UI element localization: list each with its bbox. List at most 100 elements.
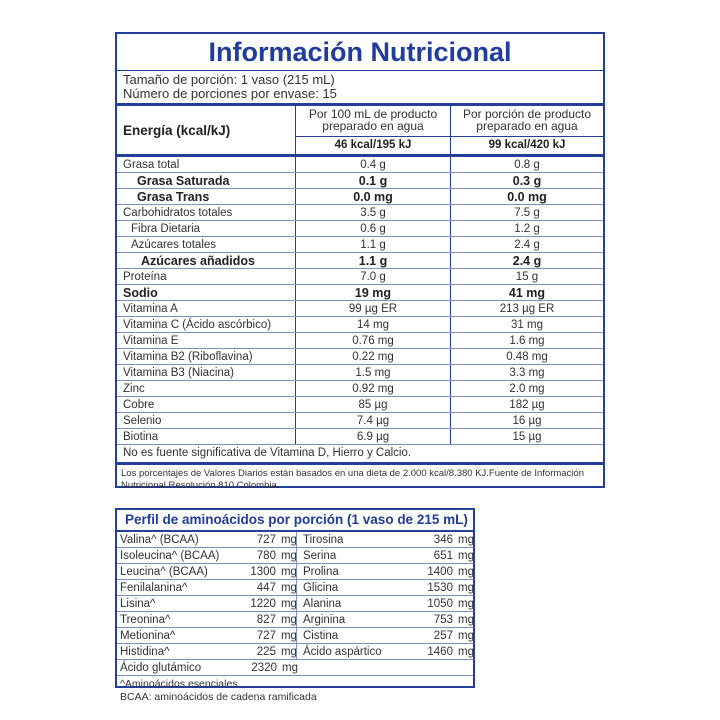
per-serving: 2.4 g — [450, 237, 603, 252]
amino-name: Glicina — [295, 580, 413, 595]
energy-value: 46 kcal/195 kJ — [334, 139, 412, 151]
per-100ml: 6.9 µg — [295, 429, 450, 444]
amino-name: Valina^ (BCAA) — [120, 534, 199, 546]
amino-value: 1050 — [427, 598, 453, 610]
energy-label: Energía (kcal/kJ) — [123, 122, 231, 138]
amino-unit: mg — [457, 566, 474, 578]
amino-name: Cistina — [295, 628, 413, 643]
per-serving: 2.0 mg — [450, 381, 603, 396]
nutrient-name: Proteína — [123, 271, 167, 283]
nutrient-row: Grasa Saturada 0.1 g 0.3 g — [117, 173, 603, 189]
amino-value: 1460 — [427, 646, 453, 658]
amino-row: Histidina^ 225 mg Ácido aspártico 1460 mg — [117, 644, 474, 660]
per-100ml: 0.76 mg — [295, 333, 450, 348]
energy-header: Energía (kcal/kJ) Por 100 mL de producto… — [117, 106, 603, 157]
amino-value: 1300 — [250, 566, 276, 578]
amino-unit: mg — [280, 582, 297, 594]
per-serving: 0.3 g — [450, 173, 603, 188]
per-100ml: 1.1 g — [295, 237, 450, 252]
amino-value: 447 — [256, 582, 276, 594]
amino-value: 727 — [256, 630, 276, 642]
title: Información Nutricional — [117, 34, 603, 71]
energy-value: 99 kcal/420 kJ — [488, 139, 566, 151]
nutrient-row: Biotina 6.9 µg 15 µg — [117, 429, 603, 445]
nutrient-name: Azúcares totales — [131, 239, 217, 251]
nutrient-name: Sodio — [123, 286, 158, 300]
per-100ml: 0.4 g — [295, 157, 450, 172]
per-100ml: 3.5 g — [295, 205, 450, 220]
amino-name: Histidina^ — [120, 646, 170, 658]
amino-unit: mg — [280, 534, 297, 546]
per-100ml: 19 mg — [295, 285, 450, 300]
nutrient-name: Azúcares añadidos — [141, 254, 255, 268]
amino-name: Metionina^ — [120, 630, 176, 642]
amino-notes: ^Aminoácidos esenciales BCAA: aminoácido… — [117, 676, 473, 706]
nutrient-name: Vitamina E — [123, 335, 179, 347]
amino-note: BCAA: aminoácidos de cadena ramificada — [120, 691, 317, 703]
amino-value: 225 — [256, 646, 276, 658]
serving-info: Tamaño de porción: 1 vaso (215 mL) Númer… — [117, 71, 603, 106]
amino-value: 1400 — [427, 566, 453, 578]
per-100ml: 0.92 mg — [295, 381, 450, 396]
per-100ml: 7.4 µg — [295, 413, 450, 428]
amino-unit: mg — [457, 630, 474, 642]
nutrient-row: Zinc 0.92 mg 2.0 mg — [117, 381, 603, 397]
nutrient-name: Grasa total — [123, 159, 180, 171]
amino-row: Isoleucina^ (BCAA) 780 mg Serina 651 mg — [117, 548, 474, 564]
per-serving: 1.2 g — [450, 221, 603, 236]
amino-value: 651 — [433, 550, 453, 562]
per-100ml: 7.0 g — [295, 269, 450, 284]
nutrient-row: Vitamina B2 (Riboflavina) 0.22 mg 0.48 mg — [117, 349, 603, 365]
per-serving: 41 mg — [450, 285, 603, 300]
per-serving: 3.3 mg — [450, 365, 603, 380]
amino-name: Alanina — [295, 596, 413, 611]
amino-row: Valina^ (BCAA) 727 mg Tirosina 346 mg — [117, 532, 474, 548]
per-100ml: 14 mg — [295, 317, 450, 332]
amino-unit: mg — [457, 598, 474, 610]
per-100ml: 85 µg — [295, 397, 450, 412]
nutrient-name: Vitamina C (Ácido ascórbico) — [123, 319, 272, 331]
amino-value: 1530 — [427, 582, 453, 594]
amino-name: Prolina — [295, 564, 413, 579]
amino-name: Leucina^ (BCAA) — [120, 566, 208, 578]
amino-unit: mg — [280, 614, 297, 626]
amino-note: ^Aminoácidos esenciales — [120, 678, 238, 690]
amino-name: Treonina^ — [120, 614, 171, 626]
amino-unit: mg — [282, 662, 298, 674]
per-serving: 182 µg — [450, 397, 603, 412]
nutrient-row: Vitamina B3 (Niacina) 1.5 mg 3.3 mg — [117, 365, 603, 381]
per-100ml: 99 µg ER — [295, 301, 450, 316]
column-header-text: Por 100 mL de producto preparado en agua — [296, 106, 450, 137]
amino-row: Ácido glutámico 2320 mg — [117, 660, 473, 676]
amino-row: Leucina^ (BCAA) 1300 mg Prolina 1400 mg — [117, 564, 474, 580]
amino-row: Treonina^ 827 mg Arginina 753 mg — [117, 612, 474, 628]
amino-value: 257 — [433, 630, 453, 642]
nutrient-name: Vitamina B3 (Niacina) — [123, 367, 235, 379]
per-100ml: 1.5 mg — [295, 365, 450, 380]
amino-unit: mg — [280, 550, 297, 562]
per-serving: 1.6 mg — [450, 333, 603, 348]
amino-unit: mg — [457, 582, 474, 594]
per-serving: 31 mg — [450, 317, 603, 332]
per-serving: 0.0 mg — [450, 189, 603, 204]
nutrient-name: Fibra Dietaria — [131, 223, 201, 235]
nutrient-name: Vitamina A — [123, 303, 178, 315]
amino-name: Arginina — [295, 612, 413, 627]
amino-value: 727 — [256, 534, 276, 546]
amino-name: Serina — [295, 548, 413, 563]
amino-value: 1220 — [250, 598, 276, 610]
amino-value: 780 — [256, 550, 276, 562]
amino-name: Isoleucina^ (BCAA) — [120, 550, 220, 562]
amino-name: Ácido aspártico — [295, 644, 413, 659]
amino-name: Ácido glutámico — [120, 662, 202, 674]
amino-name: Fenilalanina^ — [120, 582, 188, 594]
amino-unit: mg — [457, 534, 474, 546]
nutrient-row: Proteína 7.0 g 15 g — [117, 269, 603, 285]
per-serving: 15 µg — [450, 429, 603, 444]
per-100ml: 0.6 g — [295, 221, 450, 236]
column-header: Por porción de producto preparado en agu… — [450, 106, 603, 154]
per-serving: 7.5 g — [450, 205, 603, 220]
amino-row: Fenilalanina^ 447 mg Glicina 1530 mg — [117, 580, 474, 596]
amino-unit: mg — [457, 550, 474, 562]
